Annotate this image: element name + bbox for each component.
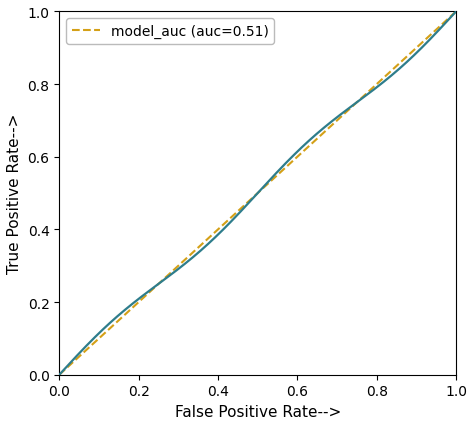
Y-axis label: True Positive Rate-->: True Positive Rate-->	[7, 114, 22, 273]
Legend: model_auc (auc=0.51): model_auc (auc=0.51)	[66, 19, 274, 45]
X-axis label: False Positive Rate-->: False Positive Rate-->	[174, 404, 341, 419]
